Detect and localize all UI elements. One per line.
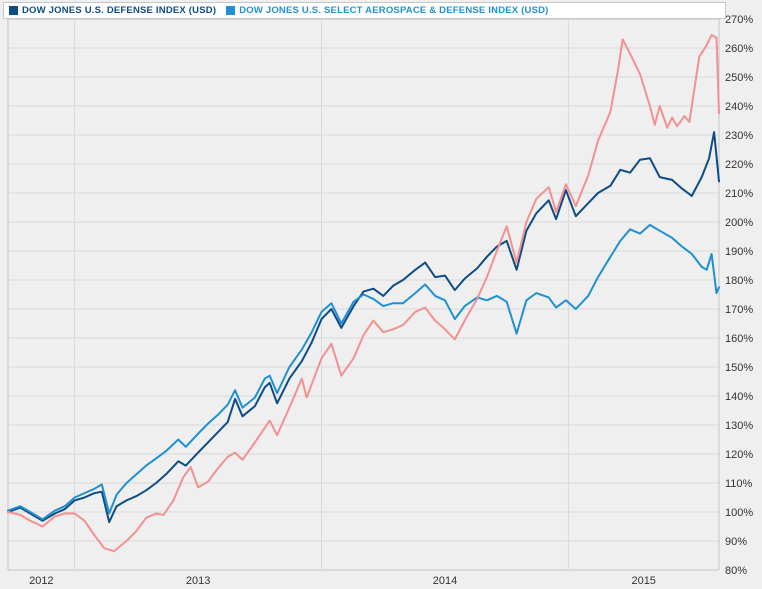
series-line-0 (7, 131, 720, 524)
y-axis-tick-label: 240% (725, 101, 753, 113)
legend-label: DOW JONES U.S. SELECT AEROSPACE & DEFENS… (239, 5, 549, 16)
y-axis-tick-label: 210% (725, 188, 753, 200)
y-axis-tick-label: 100% (725, 507, 753, 519)
y-axis-tick-label: 220% (725, 159, 753, 171)
y-axis-tick-label: 160% (725, 333, 753, 345)
y-axis-tick-label: 170% (725, 304, 753, 316)
y-axis-tick-label: 200% (725, 217, 753, 229)
y-axis-tick-label: 140% (725, 391, 753, 403)
y-axis-tick-label: 90% (725, 536, 747, 548)
x-axis-tick-label: 2012 (29, 575, 53, 587)
y-axis-tick-label: 180% (725, 275, 753, 287)
y-axis-tick-label: 270% (725, 14, 753, 26)
x-axis-tick-label: 2014 (433, 575, 457, 587)
y-axis-tick-label: 150% (725, 362, 753, 374)
legend-bar: DOW JONES U.S. DEFENSE INDEX (USD) DOW J… (3, 2, 726, 19)
series-line-2 (7, 33, 720, 553)
legend-label: DOW JONES U.S. DEFENSE INDEX (USD) (22, 5, 217, 16)
legend-item-aerospace-defense: DOW JONES U.S. SELECT AEROSPACE & DEFENS… (226, 5, 548, 16)
y-axis-tick-label: 190% (725, 246, 753, 258)
y-axis-tick-label: 110% (725, 478, 753, 490)
legend-swatch (9, 6, 18, 15)
series-line-1 (7, 223, 720, 521)
y-axis-tick-label: 260% (725, 43, 753, 55)
legend-item-defense: DOW JONES U.S. DEFENSE INDEX (USD) (9, 5, 216, 16)
x-axis-tick-label: 2013 (186, 575, 210, 587)
y-axis-tick-label: 120% (725, 449, 753, 461)
x-axis-tick-label: 2015 (631, 575, 655, 587)
legend-swatch (226, 6, 236, 15)
y-axis-tick-label: 230% (725, 130, 753, 142)
y-axis-tick-label: 250% (725, 72, 753, 84)
y-axis-tick-label: 80% (725, 565, 747, 577)
y-axis-tick-label: 130% (725, 420, 753, 432)
